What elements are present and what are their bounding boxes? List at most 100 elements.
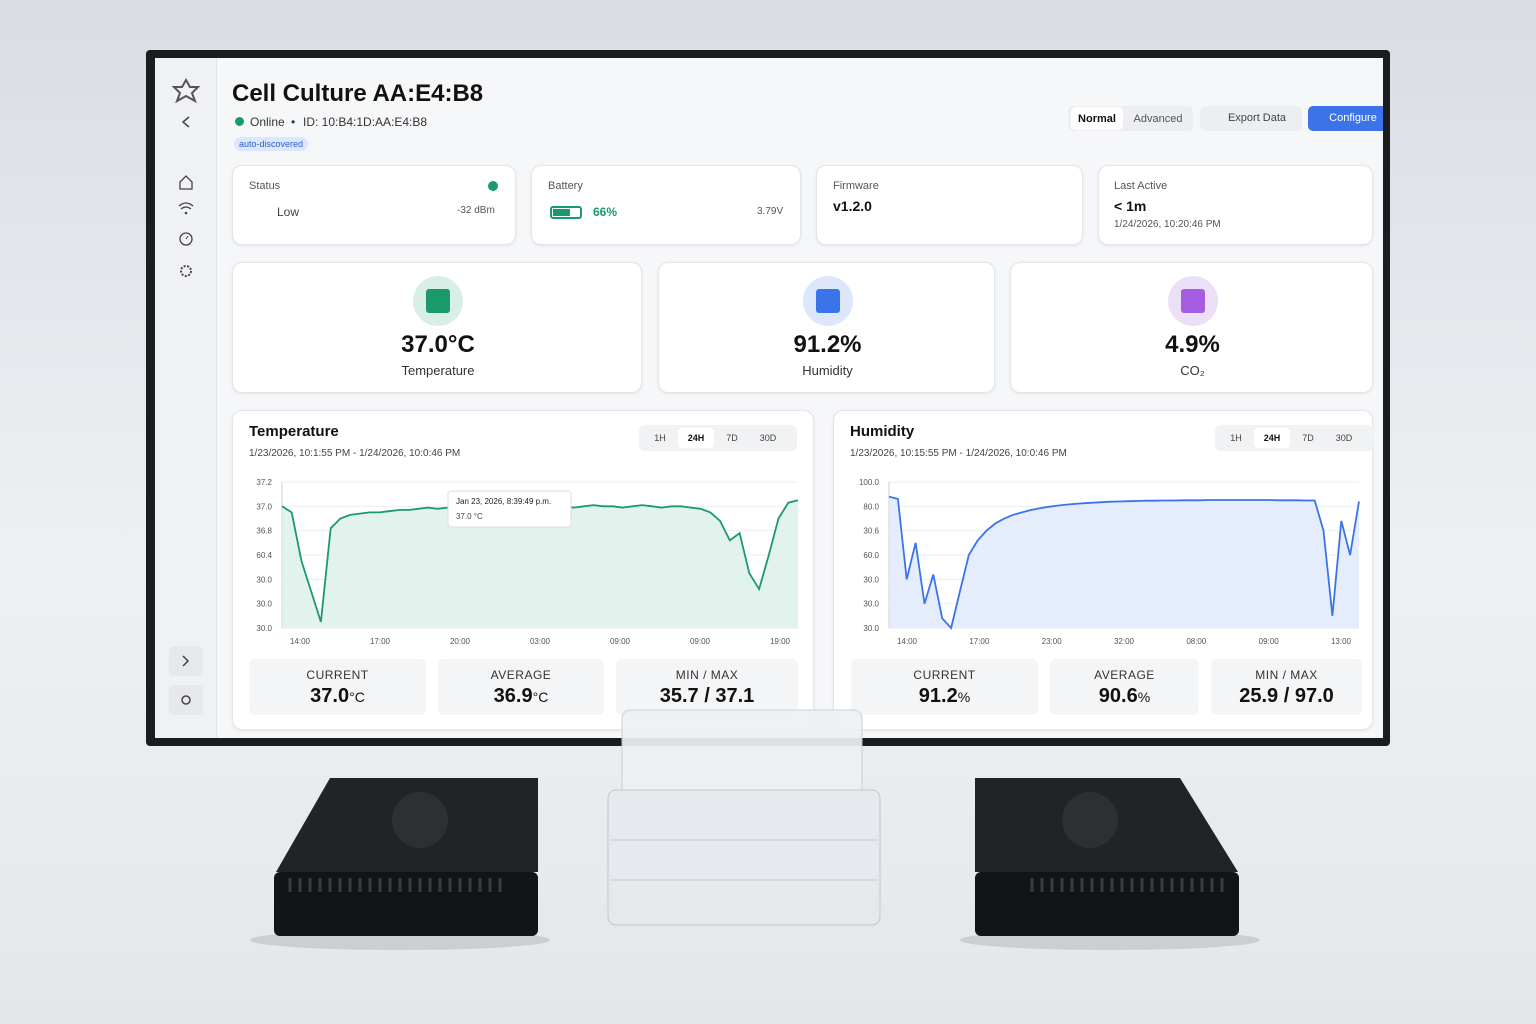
x-tick-label: 17:00 [969,637,990,646]
x-tick-label: 09:00 [1259,637,1280,646]
chart: 100.0 80.0 30.6 60.0 30.0 30.0 30.0 14:00 17:00 2… [859,478,1360,646]
y-tick-label: 37.0 [256,502,272,511]
x-tick-label: 03:00 [530,637,551,646]
last-active-card: Last Active < 1m 1/24/2026, 10:20:46 PM [1098,165,1373,245]
y-tick-label: 60.4 [256,551,272,560]
stat-unit: % [957,689,971,705]
range-button[interactable]: 1H [654,433,666,443]
metric-icon [413,276,463,326]
y-tick-label: 100.0 [859,478,880,487]
stat-unit: °C [532,689,549,705]
stat-box: MIN / MAX 25.9 / 97.0 [1211,659,1362,715]
range-button[interactable]: 1H [1230,433,1242,443]
tooltip-date: Jan 23, 2026, 8:39:49 p.m. [456,497,551,506]
metric-label: CO₂ [1180,363,1205,378]
chart: 37.2 37.0 36.8 60.4 30.0 30.0 30.0 14:00 17:00 20… [256,478,799,646]
metric-card: 91.2% Humidity [658,262,995,393]
stat-label: AVERAGE [1094,668,1155,682]
card-label: Firmware [833,180,879,192]
metric-value: 37.0°C [401,331,475,358]
metric-icon [802,276,853,326]
metric-value: 4.9% [1165,331,1220,358]
y-tick-label: 36.8 [256,527,272,536]
y-tick-label: 80.0 [863,502,879,511]
metric-swatch [426,289,450,313]
stat-label: CURRENT [913,668,976,682]
sidebar [155,58,217,738]
firmware: v1.2.0 [833,198,872,214]
y-tick-label: 30.0 [863,575,879,584]
stat-box: CURRENT 91.2% [851,659,1038,715]
chart-range: 1/23/2026, 10:1:55 PM - 1/24/2026, 10:0:… [249,448,461,459]
card-label: Last Active [1114,180,1168,192]
x-tick-label: 13:00 [1331,637,1352,646]
last-active: < 1m [1114,198,1147,214]
battery-percent: 66% [593,205,618,219]
x-tick-label: 17:00 [370,637,391,646]
stat-label: CURRENT [306,668,369,682]
y-tick-label: 30.0 [863,600,879,609]
badge: auto-discovered [234,137,309,151]
stat-box: AVERAGE 36.9°C [438,659,604,715]
stat-box: CURRENT 37.0°C [249,659,426,715]
metric-icon [1167,276,1218,326]
metric-card: 37.0°C Temperature [232,262,642,393]
rssi: -32 dBm [457,205,495,216]
stat-unit: % [1137,689,1151,705]
status-text: Online [250,115,285,129]
stat-box: MIN / MAX 35.7 / 37.1 [616,659,798,715]
metric-swatch [1180,289,1205,313]
status-dot [488,181,498,191]
x-tick-label: 19:00 [770,637,791,646]
status-card: Status Low -32 dBm [232,165,516,245]
range-button[interactable]: 7D [726,433,738,443]
x-tick-label: 08:00 [1186,637,1207,646]
card-label: Status [249,180,281,192]
device-id: ID: 10:B4:1D:AA:E4:B8 [303,115,428,129]
screen: Cell Culture AA:E4:B8 Online • ID: 10:B4… [155,58,1383,738]
range-button[interactable]: 30D [1335,433,1353,443]
range-button[interactable]: 30D [759,433,777,443]
y-tick-label: 30.0 [256,624,272,633]
tooltip-value: 37.0 °C [456,512,483,521]
chart-range: 1/23/2026, 10:15:55 PM - 1/24/2026, 10:0… [850,448,1067,459]
area [889,496,1359,628]
stat-box: AVERAGE 90.6% [1050,659,1199,715]
stat-value: 91.2% [918,685,971,707]
stat-value: 35.7 / 37.1 [659,685,755,707]
range-button[interactable]: 24H [1254,428,1290,448]
y-tick-label: 37.2 [256,478,272,487]
y-tick-label: 30.0 [256,575,272,584]
chart-panel: Temperature 1/23/2026, 10:1:55 PM - 1/24/… [232,410,814,730]
tooltip [447,490,572,528]
range-selector: 1H 24H 7D 30D [1215,425,1373,451]
export-button[interactable]: Export Data [1200,106,1302,131]
y-tick-label: 60.0 [863,551,879,560]
metric-value: 91.2% [793,331,862,358]
stat-value: 36.9°C [493,685,549,707]
separator: • [291,115,296,129]
metric-label: Temperature [401,363,475,378]
online-dot [235,117,244,126]
configure-button[interactable]: Configure [1308,106,1383,131]
mode-button[interactable]: Normal [1071,107,1123,130]
battery-card: Battery 66% 3.79V [531,165,801,245]
x-tick-label: 23:00 [1042,637,1063,646]
chart-panel: Humidity 1/23/2026, 10:15:55 PM - 1/24/20… [833,410,1373,730]
metric-swatch [815,289,840,313]
mode-button[interactable]: Advanced [1133,113,1183,125]
firmware-card: Firmware v1.2.0 [816,165,1083,245]
x-tick-label: 09:00 [610,637,631,646]
range-button[interactable]: 24H [678,428,714,448]
stat-unit: °C [349,689,365,705]
area [282,500,798,628]
stat-label: MIN / MAX [675,668,739,682]
signal: Low [277,205,300,219]
x-tick-label: 20:00 [450,637,471,646]
x-tick-label: 14:00 [290,637,311,646]
sidebar-icons [169,77,203,715]
range-button[interactable]: 7D [1302,433,1314,443]
